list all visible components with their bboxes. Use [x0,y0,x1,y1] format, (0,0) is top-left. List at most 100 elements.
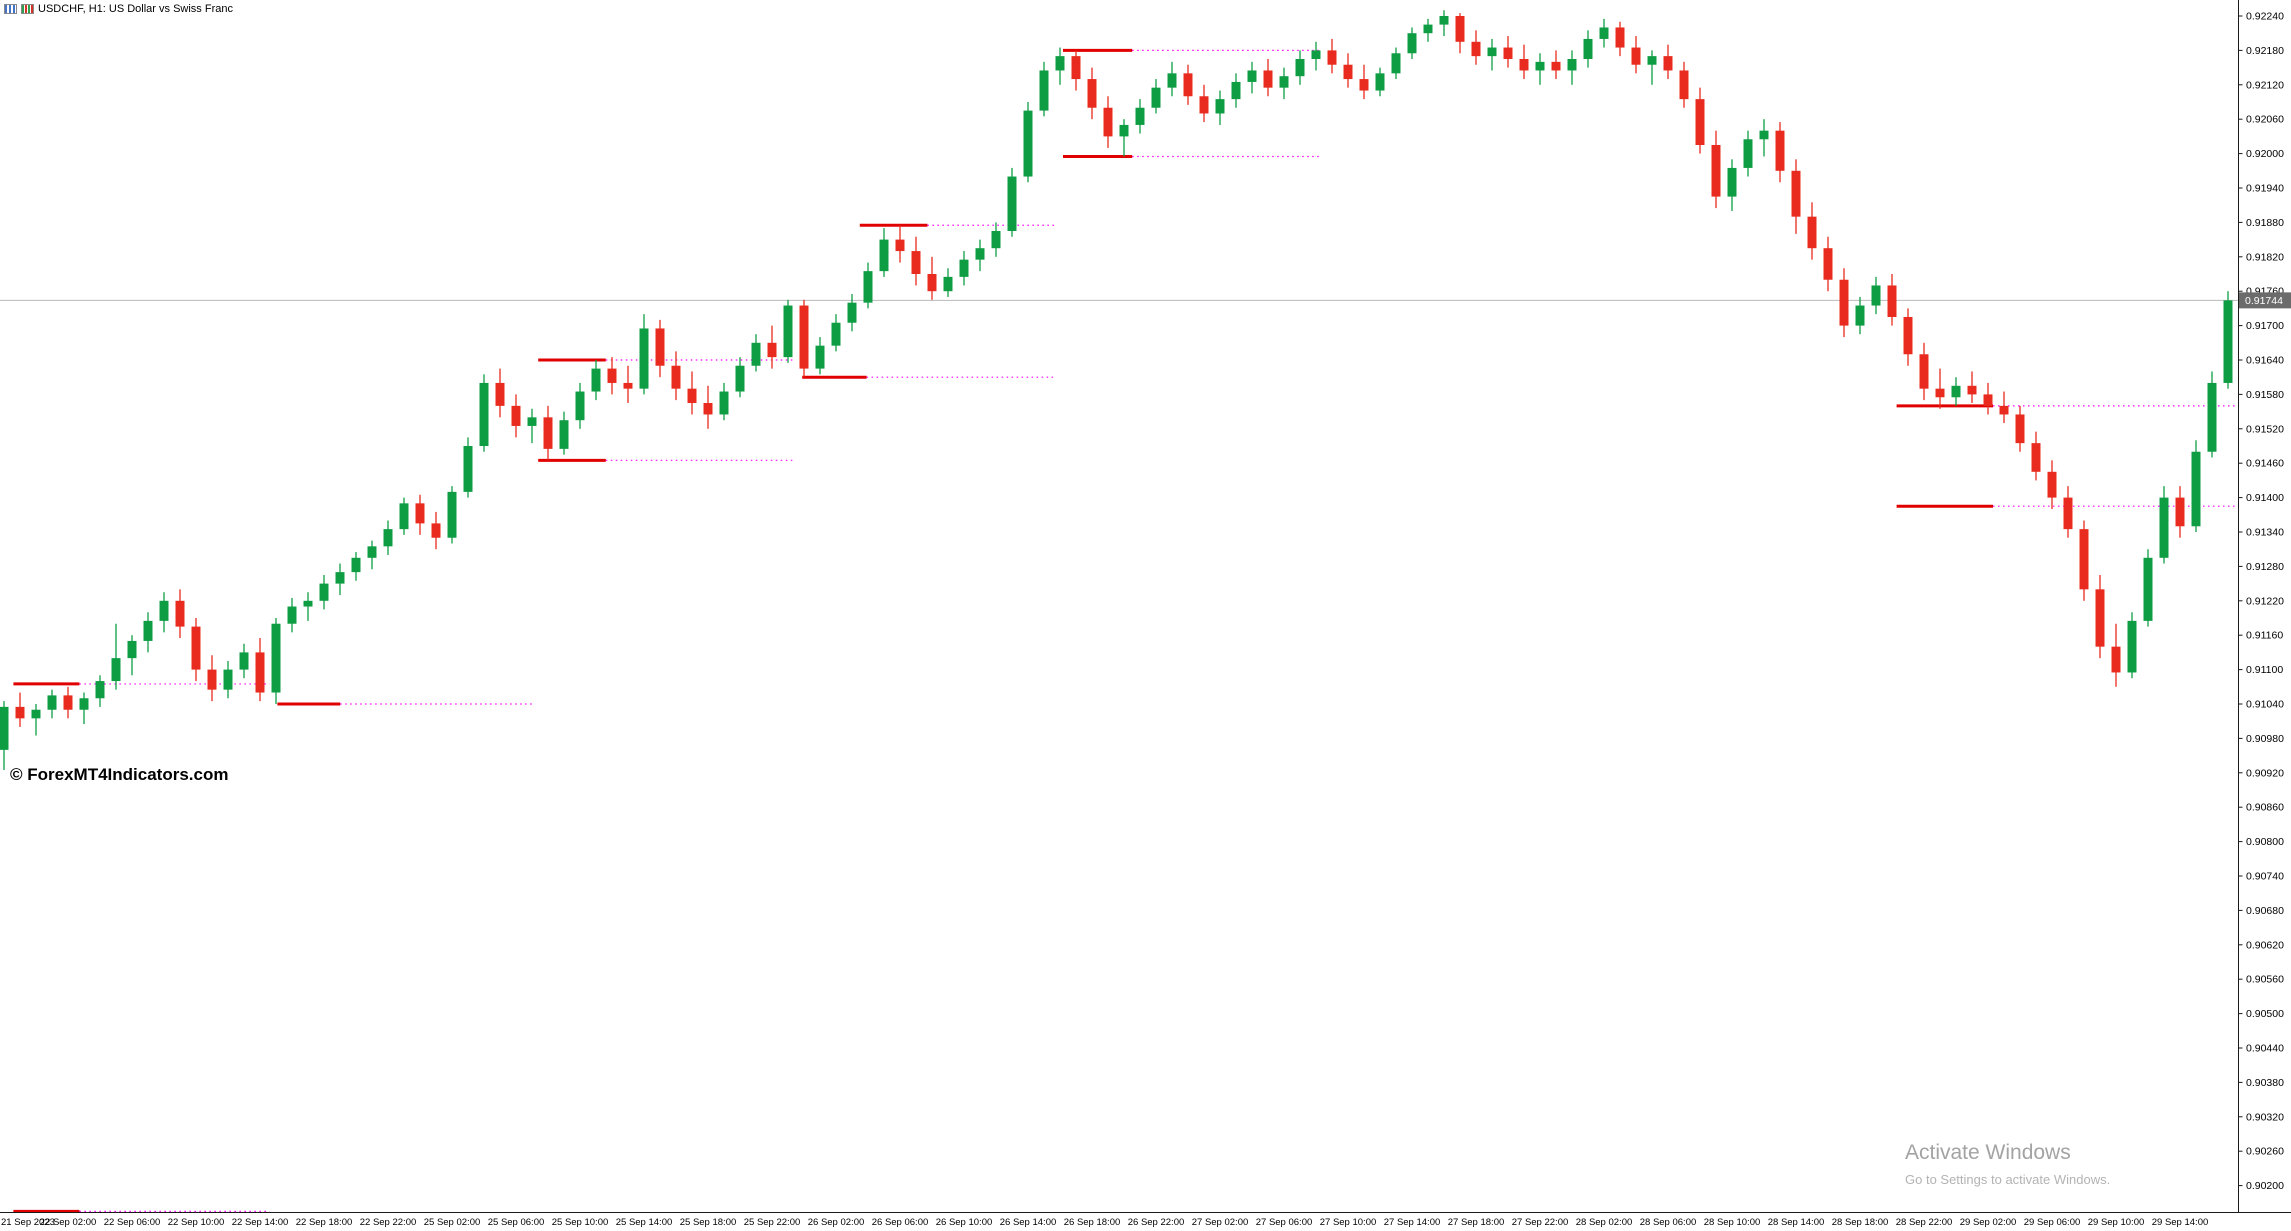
bull-candle [399,503,409,530]
time-axis-label: 29 Sep 06:00 [2024,1217,2081,1228]
bear-candle [1887,285,1897,317]
time-axis-label: 22 Sep 10:00 [168,1217,225,1228]
price-axis-label: 0.90440 [2246,1043,2284,1055]
bear-candle [255,652,265,693]
chart-symbol-title: USDCHF, H1: US Dollar vs Swiss Franc [38,3,233,15]
price-axis-label: 0.90200 [2246,1180,2284,1192]
bull-candle [959,259,969,277]
time-axis-label: 21 Sep 2023 [1,1217,55,1228]
bear-candle [2175,497,2185,527]
activate-windows-title: Activate Windows [1905,1141,2071,1164]
bear-candle [511,405,521,426]
time-axis-label: 28 Sep 22:00 [1896,1217,1953,1228]
time-axis-label: 22 Sep 18:00 [296,1217,353,1228]
price-axis-label: 0.91400 [2246,492,2284,504]
bear-candle [15,706,25,719]
time-axis-label: 22 Sep 14:00 [232,1217,289,1228]
bear-candle [911,251,921,274]
chart-window-icon[interactable] [4,4,17,14]
bull-candle [127,640,137,659]
time-axis-label: 25 Sep 10:00 [552,1217,609,1228]
bear-candle [623,382,633,389]
bull-candle [271,623,281,693]
bear-candle [1967,385,1977,395]
bear-candle [1503,47,1513,59]
time-axis-label: 27 Sep 22:00 [1512,1217,1569,1228]
watermark: © ForexMT4Indicators.com [10,765,229,784]
bear-candle [767,342,777,358]
chart-title-bar: USDCHF, H1: US Dollar vs Swiss Franc [4,3,233,15]
bull-candle [1583,38,1593,59]
price-axis-label: 0.90860 [2246,802,2284,814]
bear-candle [1551,61,1561,71]
time-axis-label: 29 Sep 02:00 [1960,1217,2017,1228]
bull-candle [1407,33,1417,54]
bull-candle [559,420,569,449]
time-axis-label: 29 Sep 10:00 [2088,1217,2145,1228]
price-axis-label: 0.90920 [2246,767,2284,779]
bear-candle [1631,47,1641,65]
bull-candle [1231,81,1241,100]
time-axis-label: 26 Sep 02:00 [808,1217,865,1228]
bull-candle [1855,305,1865,326]
activate-windows-notice: Activate Windows Go to Settings to activ… [1905,1141,2110,1187]
bull-candle [2127,620,2137,673]
bear-candle [1071,56,1081,80]
price-axis-label: 0.91280 [2246,561,2284,573]
bull-candle [319,583,329,601]
bull-candle [383,529,393,547]
bear-candle [1359,79,1369,91]
price-axis-label: 0.90500 [2246,1008,2284,1020]
bear-candle [1839,279,1849,326]
bull-candle [1599,27,1609,39]
bear-candle [1343,64,1353,80]
bull-candle [1951,385,1961,398]
time-axis-label: 25 Sep 02:00 [424,1217,481,1228]
price-axis-label: 0.90320 [2246,1111,2284,1123]
price-axis-label: 0.91040 [2246,699,2284,711]
price-axis-label: 0.91220 [2246,595,2284,607]
bear-candle [607,368,617,383]
bull-candle [847,302,857,323]
price-axis-label: 0.92000 [2246,148,2284,160]
bear-candle [1519,59,1529,71]
bull-candle [0,706,9,750]
price-axis[interactable]: 0.92240 0.92180 0.92120 0.92060 0.92000 0.919… [2238,11,2285,1193]
time-axis-label: 26 Sep 10:00 [936,1217,993,1228]
price-axis-label: 0.90800 [2246,836,2284,848]
time-axis-label: 26 Sep 18:00 [1064,1217,1121,1228]
price-axis-label: 0.91580 [2246,389,2284,401]
bull-candle [1439,16,1449,25]
bear-candle [1983,394,1993,406]
bear-candle [1775,130,1785,171]
activate-windows-subtitle: Go to Settings to activate Windows. [1905,1172,2111,1187]
bull-candle [111,658,121,682]
price-axis-label: 0.92240 [2246,11,2284,23]
bull-candle [239,652,249,670]
bull-candle [863,271,873,303]
bear-candle [1183,73,1193,97]
bear-candle [2015,414,2025,444]
bear-candle [895,239,905,252]
bear-candle [655,328,665,366]
bull-candle [1871,285,1881,306]
bull-candle [783,305,793,358]
bull-candle [719,391,729,415]
bull-candle [351,557,361,573]
bull-candle [31,709,41,719]
bull-candle [1023,110,1033,177]
bear-candle [1327,50,1337,65]
time-axis-label: 26 Sep 06:00 [872,1217,929,1228]
bear-candle [2063,497,2073,530]
bear-candle [2079,529,2089,590]
bull-candle [991,231,1001,249]
bull-candle [2159,497,2169,558]
current-price-value: 0.91744 [2245,295,2283,307]
bull-candle [47,695,57,710]
bull-candle [591,368,601,392]
candlestick-icon[interactable] [21,4,34,14]
bull-candle [1167,73,1177,88]
